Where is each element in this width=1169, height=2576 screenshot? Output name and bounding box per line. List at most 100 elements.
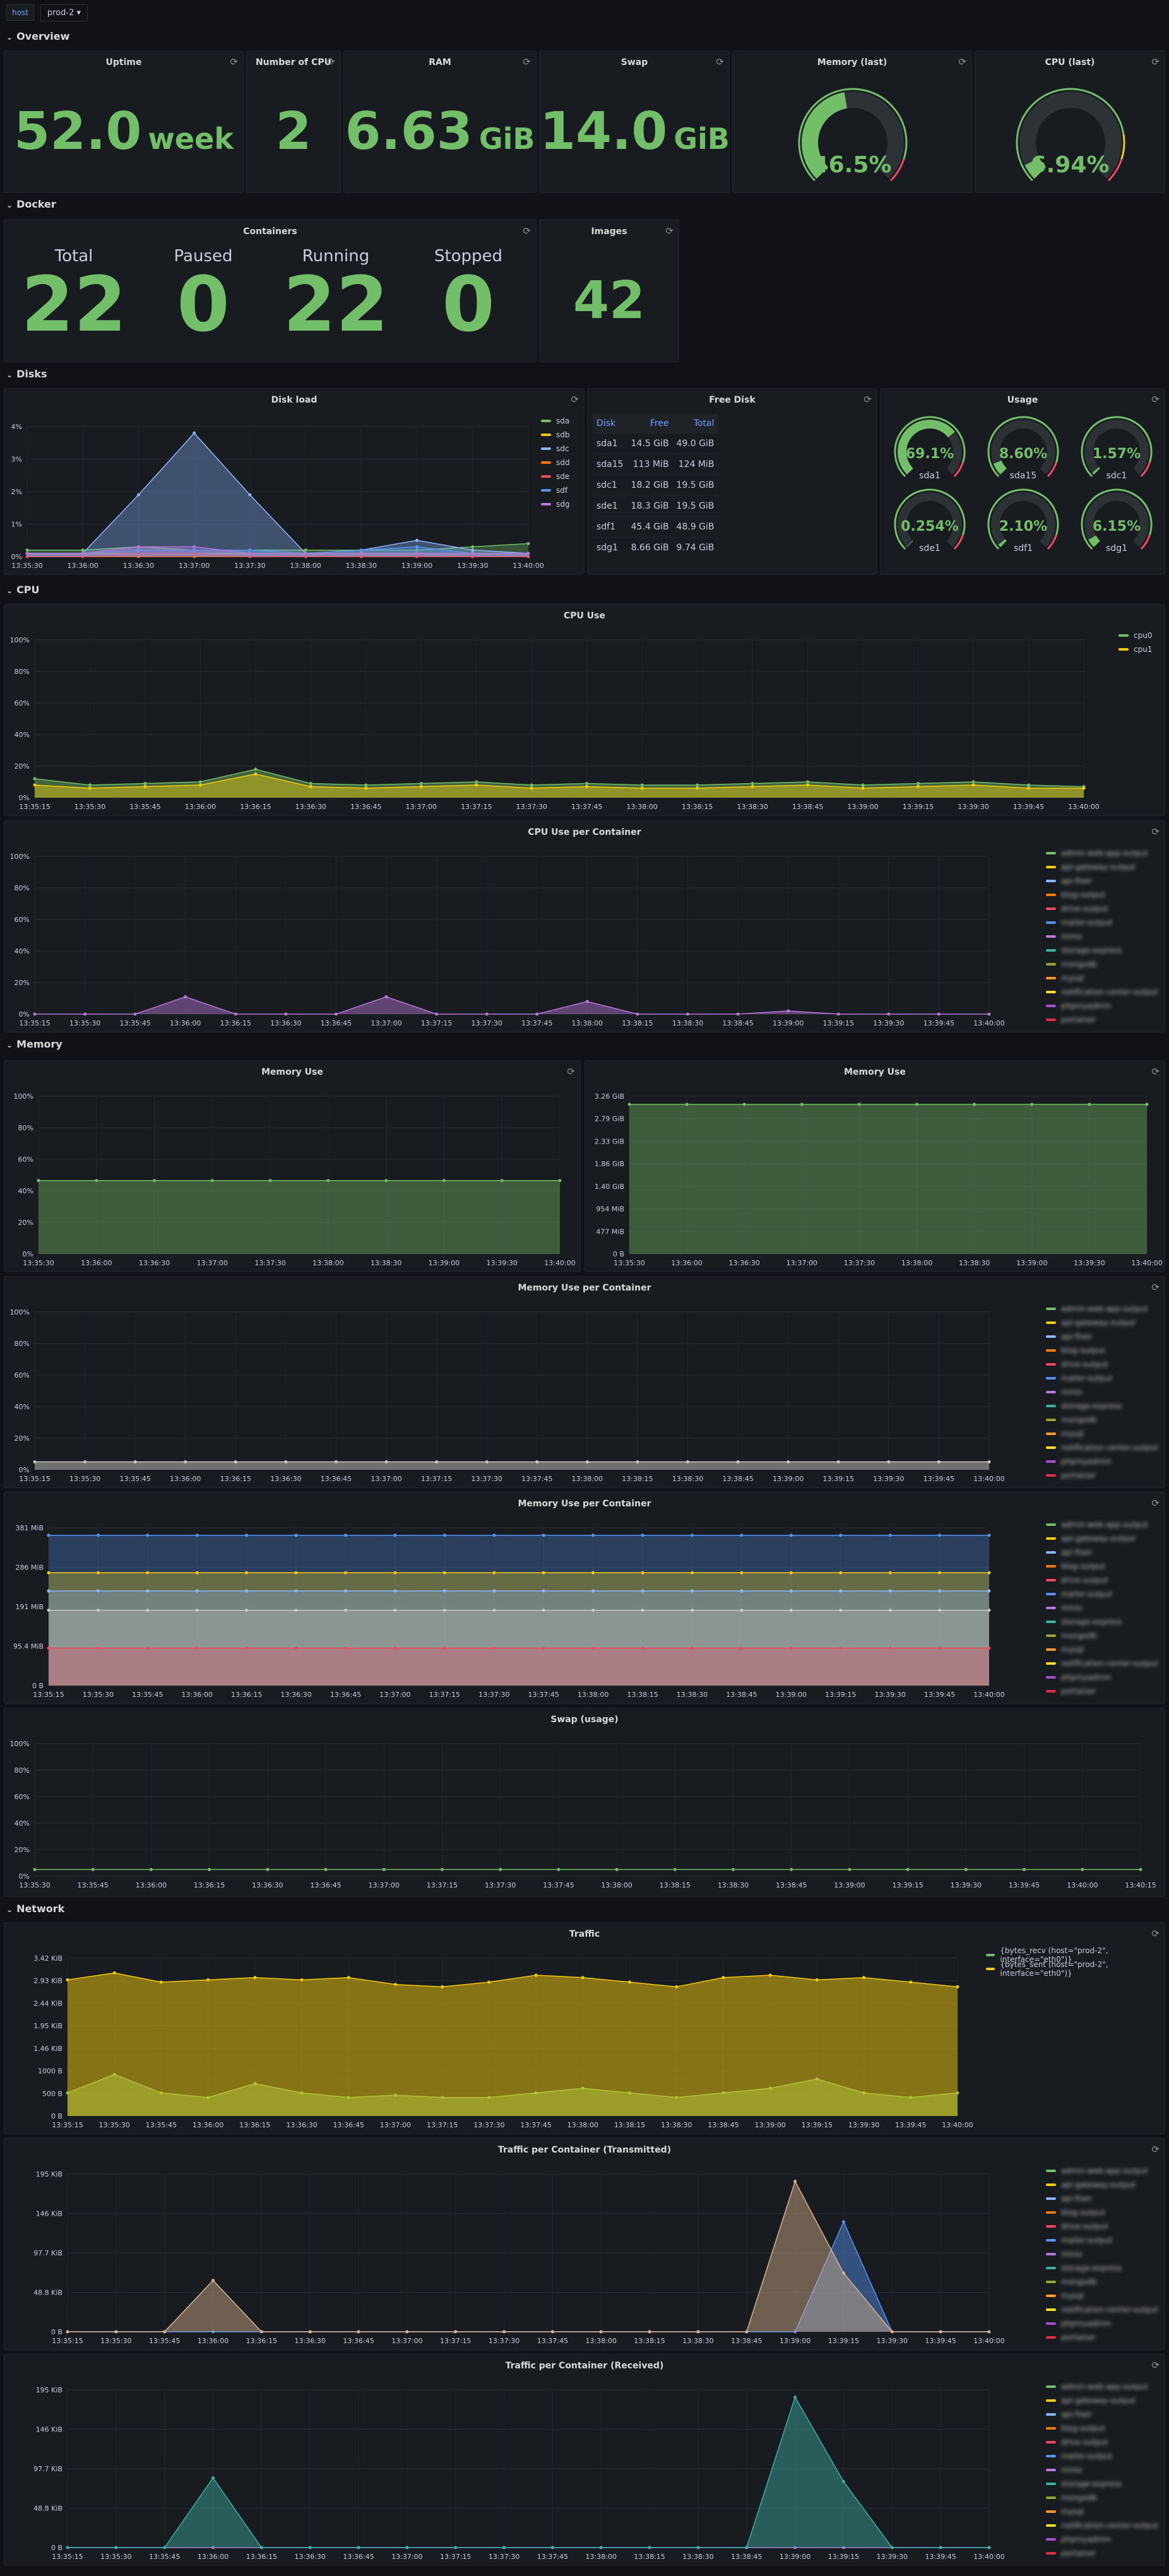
refresh-icon[interactable]: ⟳ xyxy=(665,225,674,237)
row-memory[interactable]: ⌄ Memory xyxy=(6,1038,62,1050)
legend-item[interactable]: mongodb xyxy=(1046,2275,1158,2289)
legend-item[interactable]: blog-output xyxy=(1046,888,1158,902)
refresh-icon[interactable]: ⟳ xyxy=(1151,1066,1160,1077)
legend-item[interactable]: drive-output xyxy=(1046,2219,1158,2233)
legend-item[interactable]: portainer xyxy=(1046,1684,1158,1698)
legend-item[interactable]: {bytes_recv (host="prod-2", interface="e… xyxy=(986,1946,1165,1964)
legend-item[interactable]: storage-express xyxy=(1046,1615,1158,1629)
refresh-icon[interactable]: ⟳ xyxy=(1151,2144,1160,2155)
legend-item[interactable]: admin-web-app-output xyxy=(1046,2164,1158,2178)
legend-item[interactable]: drive-output xyxy=(1046,2435,1158,2449)
refresh-icon[interactable]: ⟳ xyxy=(958,56,966,68)
legend-item[interactable]: notification-center-output xyxy=(1046,1657,1158,1670)
refresh-icon[interactable]: ⟳ xyxy=(1151,1282,1160,1293)
refresh-icon[interactable]: ⟳ xyxy=(1151,2360,1160,2371)
refresh-icon[interactable]: ⟳ xyxy=(863,394,872,405)
legend-item[interactable]: portainer xyxy=(1046,1468,1158,1482)
legend-item[interactable]: phpmyadmin xyxy=(1046,1670,1158,1684)
refresh-icon[interactable]: ⟳ xyxy=(1151,1928,1160,1939)
legend-item[interactable]: portainer xyxy=(1046,2331,1158,2344)
legend-item[interactable]: blog-output xyxy=(1046,1559,1158,1573)
legend-item[interactable]: mailer-output xyxy=(1046,1587,1158,1601)
legend-item[interactable]: api-fixer xyxy=(1046,2192,1158,2206)
legend-item[interactable]: sdg xyxy=(541,497,570,511)
legend-item[interactable]: mongodb xyxy=(1046,2491,1158,2505)
legend-item[interactable]: notification-center-output xyxy=(1046,985,1158,999)
legend-item[interactable]: admin-web-app-output xyxy=(1046,1518,1158,1532)
legend-item[interactable]: sdb xyxy=(541,428,570,442)
legend-item[interactable]: sdf xyxy=(541,483,570,497)
legend-item[interactable]: drive-output xyxy=(1046,1573,1158,1587)
legend-item[interactable]: storage-express xyxy=(1046,943,1158,957)
refresh-icon[interactable]: ⟳ xyxy=(523,56,531,68)
legend-item[interactable]: api-gateway-output xyxy=(1046,2394,1158,2408)
legend-item[interactable]: blog-output xyxy=(1046,2421,1158,2435)
legend-item[interactable]: mongodb xyxy=(1046,1629,1158,1643)
legend-item[interactable]: minio xyxy=(1046,1601,1158,1615)
legend-item[interactable]: minio xyxy=(1046,2463,1158,2477)
column-header-total[interactable]: Total xyxy=(672,414,718,434)
legend-item[interactable]: sdc xyxy=(541,442,570,456)
column-header-disk[interactable]: Disk xyxy=(593,414,627,434)
legend-item[interactable]: {bytes_sent (host="prod-2", interface="e… xyxy=(986,1960,1165,1978)
refresh-icon[interactable]: ⟳ xyxy=(1151,826,1160,837)
legend-item[interactable]: minio xyxy=(1046,2247,1158,2261)
legend-item[interactable]: mysql xyxy=(1046,2505,1158,2519)
row-overview[interactable]: ⌄ Overview xyxy=(6,30,70,42)
legend-item[interactable]: mongodb xyxy=(1046,1413,1158,1427)
legend-item[interactable]: blog-output xyxy=(1046,1344,1158,1357)
refresh-icon[interactable]: ⟳ xyxy=(571,394,579,405)
refresh-icon[interactable]: ⟳ xyxy=(1151,1498,1160,1509)
legend-item[interactable]: minio xyxy=(1046,1385,1158,1399)
row-network[interactable]: ⌄ Network xyxy=(6,1903,65,1915)
column-header-free[interactable]: Free xyxy=(627,414,673,434)
refresh-icon[interactable]: ⟳ xyxy=(716,56,724,68)
legend-item[interactable]: sda xyxy=(541,414,570,428)
legend-item[interactable]: sde xyxy=(541,470,570,483)
legend-item[interactable]: api-gateway-output xyxy=(1046,860,1158,874)
legend-item[interactable]: cpu0 xyxy=(1119,629,1152,642)
legend-item[interactable]: notification-center-output xyxy=(1046,2519,1158,2532)
legend-item[interactable]: mysql xyxy=(1046,2289,1158,2303)
legend-item[interactable]: api-gateway-output xyxy=(1046,1532,1158,1545)
legend-item[interactable]: portainer xyxy=(1046,1013,1158,1027)
legend-item[interactable]: blog-output xyxy=(1046,2206,1158,2219)
legend-item[interactable]: phpmyadmin xyxy=(1046,2532,1158,2546)
legend-item[interactable]: mailer-output xyxy=(1046,1371,1158,1385)
legend-item[interactable]: cpu1 xyxy=(1119,642,1152,656)
legend-item[interactable]: mailer-output xyxy=(1046,2449,1158,2463)
legend-item[interactable]: mailer-output xyxy=(1046,2233,1158,2247)
legend-item[interactable]: api-fixer xyxy=(1046,1330,1158,1344)
legend-item[interactable]: minio xyxy=(1046,930,1158,943)
legend-item[interactable]: api-gateway-output xyxy=(1046,2178,1158,2192)
row-cpu[interactable]: ⌄ CPU xyxy=(6,584,40,596)
legend-item[interactable]: api-fixer xyxy=(1046,1545,1158,1559)
legend-item[interactable]: phpmyadmin xyxy=(1046,1455,1158,1468)
legend-item[interactable]: api-fixer xyxy=(1046,874,1158,888)
legend-item[interactable]: api-gateway-output xyxy=(1046,1316,1158,1330)
legend-item[interactable]: notification-center-output xyxy=(1046,2303,1158,2317)
refresh-icon[interactable]: ⟳ xyxy=(1151,394,1160,405)
legend-item[interactable]: api-fixer xyxy=(1046,2408,1158,2421)
refresh-icon[interactable]: ⟳ xyxy=(230,56,238,68)
legend-item[interactable]: mysql xyxy=(1046,1643,1158,1657)
legend-item[interactable]: phpmyadmin xyxy=(1046,2317,1158,2331)
refresh-icon[interactable]: ⟳ xyxy=(327,56,335,68)
legend-item[interactable]: sdd xyxy=(541,456,570,470)
refresh-icon[interactable]: ⟳ xyxy=(523,225,531,237)
legend-item[interactable]: admin-web-app-output xyxy=(1046,1302,1158,1316)
legend-item[interactable]: drive-output xyxy=(1046,902,1158,916)
row-docker[interactable]: ⌄ Docker xyxy=(6,198,56,210)
legend-item[interactable]: drive-output xyxy=(1046,1357,1158,1371)
legend-item[interactable]: mysql xyxy=(1046,1427,1158,1441)
legend-item[interactable]: phpmyadmin xyxy=(1046,999,1158,1013)
refresh-icon[interactable]: ⟳ xyxy=(567,1066,575,1077)
legend-item[interactable]: portainer xyxy=(1046,2546,1158,2560)
legend-item[interactable]: notification-center-output xyxy=(1046,1441,1158,1455)
host-select[interactable]: prod-2 ▾ xyxy=(40,4,88,21)
row-disks[interactable]: ⌄ Disks xyxy=(6,368,47,380)
legend-item[interactable]: admin-web-app-output xyxy=(1046,846,1158,860)
legend-item[interactable]: mailer-output xyxy=(1046,916,1158,930)
legend-item[interactable]: mongodb xyxy=(1046,957,1158,971)
refresh-icon[interactable]: ⟳ xyxy=(1151,56,1160,68)
